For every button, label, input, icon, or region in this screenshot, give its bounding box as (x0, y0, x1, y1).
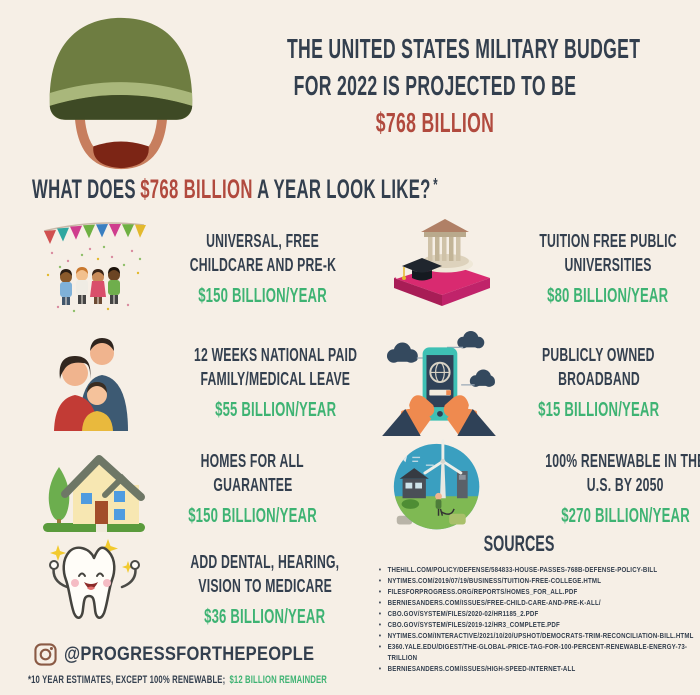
budget-item-amount: $150 BILLION/YEAR (198, 283, 328, 307)
sources-list: THEHILL.COM/POLICY/DEFENSE/584833-HOUSE-… (378, 565, 695, 675)
budget-item-label: 12 WEEKS NATIONAL PAID (194, 344, 358, 365)
children-party-icon (36, 213, 152, 323)
budget-item-text: 12 WEEKS NATIONAL PAID FAMILY/MEDICAL LE… (152, 343, 399, 422)
title-line-1: THE UNITED STATES MILITARY BUDGET (286, 33, 641, 64)
source-item: CBO.GOV/SYSTEM/FILES/2019-12/HR3_COMPLET… (378, 620, 695, 631)
budget-item-amount: $270 BILLION/YEAR (561, 504, 690, 527)
source-item: E360.YALE.EDU/DIGEST/THE-GLOBAL-PRICE-TA… (378, 642, 695, 664)
footnote: *10 YEAR ESTIMATES, EXCEPT 100% RENEWABL… (28, 674, 327, 686)
budget-item-label: UNIVERSITIES (564, 253, 652, 275)
page-title: THE UNITED STATES MILITARY BUDGET FOR 20… (200, 30, 670, 141)
source-item: BERNIESANDERS.COM/ISSUES/HIGH-SPEED-INTE… (378, 664, 695, 675)
budget-item-amount: $80 BILLION/YEAR (547, 283, 669, 307)
family-icon (36, 330, 152, 435)
army-helmet-icon (32, 12, 210, 180)
budget-item-amount: $15 BILLION/YEAR (538, 398, 660, 421)
budget-item-label: U.S. BY 2050 (586, 474, 664, 495)
budget-item-text: TUITION FREE PUBLIC UNIVERSITIES $80 BIL… (504, 229, 700, 308)
source-item: CBO.GOV/SYSTEM/FILES/2020-02/HR1185_2.PD… (378, 609, 695, 620)
budget-item-label: CHILDCARE AND PRE-K (189, 253, 337, 275)
sources-heading: SOURCES (483, 531, 555, 556)
budget-item-amount: $36 BILLION/YEAR (204, 604, 326, 628)
title-line-2: FOR 2022 IS PROJECTED TO BE (293, 70, 577, 101)
budget-item-label: UNIVERSAL, FREE (206, 229, 320, 251)
source-item: NYTIMES.COM/INTERACTIVE/2021/10/20/UPSHO… (378, 631, 695, 642)
budget-item-family-leave: 12 WEEKS NATIONAL PAID FAMILY/MEDICAL LE… (36, 330, 357, 435)
budget-item-childcare: UNIVERSAL, FREE CHILDCARE AND PRE-K $150… (36, 213, 340, 323)
budget-item-text: PUBLICLY OWNED BROADBAND $15 BILLION/YEA… (504, 343, 693, 422)
budget-item-label: VISION TO MEDICARE (198, 574, 332, 596)
budget-item-medicare: ADD DENTAL, HEARING, VISION TO MEDICARE … (36, 538, 340, 640)
instagram-icon (34, 643, 57, 666)
question-amount: $768 BILLION (140, 174, 253, 204)
budget-item-label: FAMILY/MEDICAL LEAVE (200, 368, 351, 389)
budget-item-text: ADD DENTAL, HEARING, VISION TO MEDICARE … (152, 550, 378, 629)
source-item: NYTIMES.COM/2019/07/19/BUSINESS/TUITION-… (378, 576, 695, 587)
budget-item-text: HOMES FOR ALL GUARANTEE $150 BILLION/YEA… (152, 449, 353, 528)
source-item: BERNIESANDERS.COM/ISSUES/FREE-CHILD-CARE… (378, 598, 695, 609)
budget-item-label: TUITION FREE PUBLIC (539, 229, 677, 251)
footnote-text: *10 YEAR ESTIMATES, EXCEPT 100% RENEWABL… (28, 674, 226, 686)
budget-item-broadband: PUBLICLY OWNED BROADBAND $15 BILLION/YEA… (374, 330, 693, 436)
house-icon (36, 436, 152, 541)
sources-section: SOURCES THEHILL.COM/POLICY/DEFENSE/58483… (378, 531, 694, 675)
budget-item-label: ADD DENTAL, HEARING, (190, 550, 340, 572)
broadband-phone-icon (374, 330, 504, 436)
budget-item-label: BROADBAND (557, 368, 640, 389)
budget-item-label: GUARANTEE (212, 474, 293, 495)
tooth-icon (36, 538, 152, 640)
budget-item-universities: TUITION FREE PUBLIC UNIVERSITIES $80 BIL… (374, 213, 690, 323)
budget-item-text: 100% RENEWABLE IN THE U.S. BY 2050 $270 … (504, 449, 700, 528)
source-item: FILESFORPROGRESS.ORG/REPORTS/HOMES_FOR_A… (378, 587, 695, 598)
budget-item-label: PUBLICLY OWNED (542, 344, 656, 365)
wind-turbine-icon (374, 436, 504, 541)
budget-item-amount: $55 BILLION/YEAR (214, 398, 337, 421)
budget-item-label: 100% RENEWABLE IN THE (545, 450, 700, 471)
question-heading: WHAT DOES $768 BILLION A YEAR LOOK LIKE? * (32, 174, 438, 205)
question-prefix: WHAT DOES (32, 174, 136, 204)
budget-item-amount: $150 BILLION/YEAR (188, 504, 317, 527)
budget-item-homes: HOMES FOR ALL GUARANTEE $150 BILLION/YEA… (36, 436, 340, 541)
source-item: THEHILL.COM/POLICY/DEFENSE/584833-HOUSE-… (378, 565, 695, 576)
budget-item-text: UNIVERSAL, FREE CHILDCARE AND PRE-K $150… (152, 229, 374, 308)
budget-item-renewable: 100% RENEWABLE IN THE U.S. BY 2050 $270 … (374, 436, 700, 541)
instagram-handle: @PROGRESSFORTHEPEOPLE (64, 643, 315, 665)
social-row: @PROGRESSFORTHEPEOPLE (34, 643, 352, 666)
title-line-budget-amount: $768 BILLION (375, 107, 495, 138)
university-book-icon (374, 213, 504, 323)
question-suffix: A YEAR LOOK LIKE? (257, 174, 431, 204)
budget-item-label: HOMES FOR ALL (200, 450, 305, 471)
question-asterisk: * (433, 175, 438, 195)
footnote-remainder: $12 BILLION REMAINDER (229, 674, 327, 686)
